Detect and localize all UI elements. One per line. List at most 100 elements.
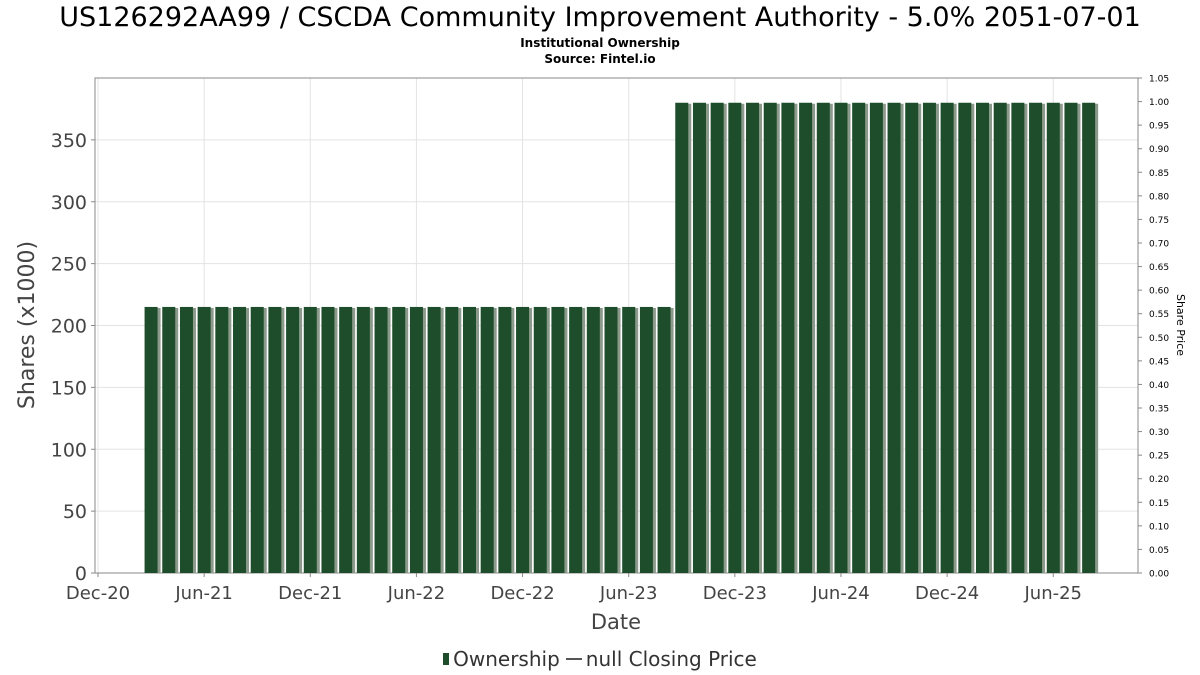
- y2-tick-label: 0.75: [1149, 216, 1169, 226]
- bar: [586, 306, 600, 573]
- y2-axis-label: Share Price: [1174, 294, 1187, 356]
- bar: [940, 102, 954, 573]
- x-tick-label: Dec-21: [278, 583, 342, 604]
- bar: [1029, 102, 1043, 573]
- bar: [462, 306, 476, 573]
- y2-tick-label: 0.90: [1149, 145, 1169, 155]
- y2-tick-label: 0.15: [1149, 499, 1169, 509]
- bar: [480, 306, 494, 573]
- y2-tick-label: 0.40: [1149, 381, 1169, 391]
- bar: [1046, 102, 1060, 573]
- y2-tick-label: 0.25: [1149, 452, 1169, 462]
- bar: [1011, 102, 1025, 573]
- price-legend-line: [565, 658, 582, 660]
- y-tick-label: 200: [51, 316, 87, 338]
- bar: [622, 306, 636, 573]
- chart-title: US126292AA99 / CSCDA Community Improveme…: [59, 2, 1141, 33]
- bar: [374, 306, 388, 573]
- y-tick-label: 250: [51, 254, 87, 276]
- y-axis-label: Shares (x1000): [15, 241, 40, 409]
- bar-series: [144, 102, 1099, 573]
- bar: [303, 306, 317, 573]
- bar: [162, 306, 176, 573]
- bar: [427, 306, 441, 573]
- bar: [1064, 102, 1078, 573]
- y-tick-label: 300: [51, 192, 87, 214]
- bar: [321, 306, 335, 573]
- y-tick-label: 350: [51, 130, 87, 152]
- bar: [976, 102, 989, 573]
- x-tick-label: Jun-25: [1023, 583, 1082, 604]
- x-tick-label: Jun-24: [811, 583, 870, 604]
- bar: [905, 102, 919, 573]
- y2-tick-label: 0.10: [1149, 522, 1169, 532]
- bar: [692, 102, 706, 573]
- bar: [922, 102, 936, 573]
- bar: [887, 102, 901, 573]
- bar: [657, 306, 671, 573]
- bar: [250, 306, 264, 573]
- bar: [286, 306, 300, 573]
- bar: [233, 306, 247, 573]
- price-legend-label: null Closing Price: [585, 647, 757, 671]
- ownership-legend-swatch: [443, 653, 450, 665]
- y2-tick-label: 0.45: [1149, 357, 1169, 367]
- y2-tick-label: 0.55: [1149, 310, 1169, 320]
- y2-tick-label: 0.95: [1149, 122, 1169, 132]
- bar: [197, 306, 211, 573]
- y2-tick-label: 0.80: [1149, 192, 1169, 202]
- bar: [781, 102, 795, 573]
- x-tick-label: Dec-22: [490, 583, 554, 604]
- y2-tick-label: 0.65: [1149, 263, 1169, 273]
- bar: [356, 306, 370, 573]
- bar: [746, 102, 760, 573]
- bar: [569, 306, 583, 573]
- x-axis-ticks: Dec-20 Jun-21 Dec-21 Jun-22 Dec-22 Jun-23 Dec-…: [66, 573, 1082, 604]
- bar: [728, 102, 742, 573]
- bar: [675, 102, 689, 573]
- y2-tick-label: 0.30: [1149, 428, 1169, 438]
- y2-tick-label: 0.70: [1149, 240, 1169, 250]
- bar: [639, 306, 653, 573]
- x-tick-label: Dec-20: [66, 583, 130, 604]
- y-tick-label: 0: [75, 563, 87, 585]
- x-tick-label: Dec-23: [703, 583, 767, 604]
- y2-tick-label: 0.05: [1149, 546, 1169, 556]
- y2-tick-label: 0.85: [1149, 169, 1169, 179]
- y2-tick-label: 1.00: [1149, 98, 1169, 108]
- bar: [799, 102, 813, 573]
- bar: [215, 306, 229, 573]
- bar: [852, 102, 866, 573]
- bar: [1082, 102, 1096, 573]
- bar: [179, 306, 193, 573]
- y2-tick-label: 0.50: [1149, 334, 1169, 344]
- bar: [834, 102, 848, 573]
- bar: [409, 306, 423, 573]
- y-axis-ticks: 0 50 100 150 200 250 300 350: [51, 130, 95, 585]
- x-tick-label: Jun-21: [174, 583, 233, 604]
- bar: [144, 306, 158, 573]
- ownership-legend-label: Ownership: [453, 647, 560, 671]
- y2-tick-label: 0.00: [1149, 570, 1169, 580]
- y-tick-label: 50: [63, 501, 87, 523]
- chart-legend: Ownership null Closing Price: [0, 647, 1200, 671]
- bar: [958, 102, 972, 573]
- chart-subtitle: Institutional Ownership: [520, 36, 680, 50]
- bar: [498, 306, 512, 573]
- x-tick-label: Jun-23: [599, 583, 658, 604]
- bar: [516, 306, 530, 573]
- chart-source: Source: Fintel.io: [544, 52, 656, 66]
- y-tick-label: 150: [51, 377, 87, 399]
- y2-tick-label: 0.60: [1149, 287, 1169, 297]
- x-tick-label: Jun-22: [387, 583, 446, 604]
- y2-tick-label: 1.05: [1149, 75, 1169, 85]
- y2-tick-label: 0.20: [1149, 475, 1169, 485]
- y2-axis-ticks: 0.00 0.05 0.10 0.15 0.20 0.25 0.30 0.35 0.40 0.45…: [1138, 75, 1169, 580]
- bar: [445, 306, 459, 573]
- bar: [816, 102, 830, 573]
- bar: [551, 306, 565, 573]
- x-axis-label: Date: [591, 610, 641, 634]
- bar: [993, 102, 1007, 573]
- bar: [268, 306, 282, 573]
